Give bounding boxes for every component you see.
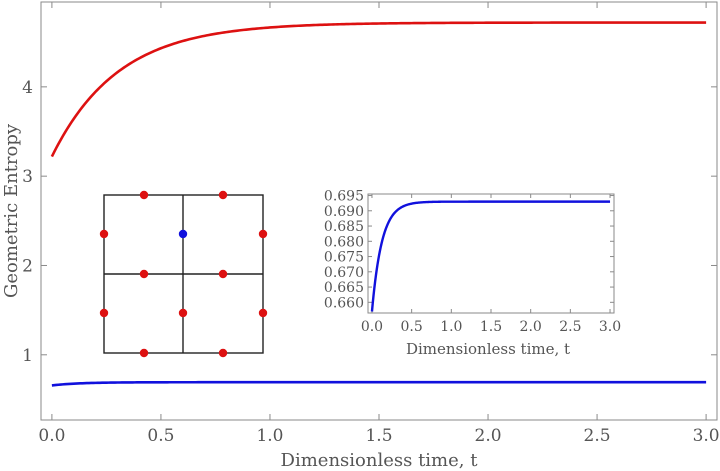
y-tick-label: 2: [22, 256, 33, 276]
lattice-site-red: [99, 229, 109, 239]
lattice-site-red: [258, 308, 268, 318]
main-series: [50, 21, 707, 387]
main-y-axis: 1 2 3 4: [22, 78, 717, 366]
x-tick-label: 0.0: [38, 426, 65, 446]
lattice-sites: [99, 190, 268, 358]
inset-series: [370, 200, 611, 312]
lattice-site-red: [139, 348, 149, 358]
y-tick-label: 0.665: [324, 280, 364, 296]
lattice-site-blue: [178, 229, 188, 239]
x-tick-label: 3.0: [693, 426, 720, 446]
y-tick-label: 0.690: [324, 204, 364, 220]
main-x-axis: 0.0 0.5 1.0 1.5 2.0 2.5 3.0: [38, 2, 720, 446]
lattice-site-red: [218, 190, 228, 200]
x-tick-label: 0.5: [147, 426, 174, 446]
main-x-axis-label: Dimensionless time, t: [281, 450, 479, 471]
x-tick-label: 2.5: [584, 426, 611, 446]
x-tick-label: 1.5: [365, 426, 392, 446]
lattice-site-red: [139, 269, 149, 279]
lattice-site-red: [178, 308, 188, 318]
lattice-site-red: [218, 348, 228, 358]
inset-chart: 0.0 0.5 1.0 1.5 2.0 2.5 3.0 0.6600.6650.6700.6…: [324, 189, 621, 358]
x-tick-label: 1.0: [440, 319, 462, 335]
y-tick-label: 1: [22, 346, 33, 366]
inset-x-axis: 0.0 0.5 1.0 1.5 2.0 2.5 3.0: [361, 194, 621, 335]
y-tick-label: 4: [22, 78, 33, 98]
y-tick-label: 0.670: [324, 265, 364, 281]
series-line-1: [51, 380, 707, 387]
series-line-0: [50, 21, 707, 158]
inset-plot-frame: [367, 193, 615, 314]
y-tick-label: 0.660: [324, 295, 364, 311]
x-tick-label: 2.0: [475, 426, 502, 446]
x-tick-label: 1.0: [256, 426, 283, 446]
x-tick-label: 3.0: [599, 319, 621, 335]
x-tick-label: 2.0: [520, 319, 542, 335]
lattice-site-red: [99, 308, 109, 318]
x-tick-label: 1.5: [480, 319, 502, 335]
x-tick-label: 0.5: [401, 319, 423, 335]
y-tick-label: 0.675: [324, 250, 364, 266]
y-tick-label: 0.680: [324, 234, 364, 250]
main-plot-frame: [40, 1, 718, 421]
series-line-0: [370, 200, 611, 312]
inset-x-axis-label: Dimensionless time, t: [406, 340, 570, 358]
main-y-axis-label: Geometric Entropy: [1, 123, 22, 298]
lattice-site-red: [258, 229, 268, 239]
lattice-diagram: [99, 190, 268, 358]
y-tick-label: 0.695: [324, 189, 364, 205]
lattice-site-red: [139, 190, 149, 200]
x-tick-label: 0.0: [361, 319, 383, 335]
x-tick-label: 2.5: [559, 319, 581, 335]
y-tick-label: 0.685: [324, 219, 364, 235]
lattice-site-red: [218, 269, 228, 279]
y-tick-label: 3: [22, 167, 33, 187]
